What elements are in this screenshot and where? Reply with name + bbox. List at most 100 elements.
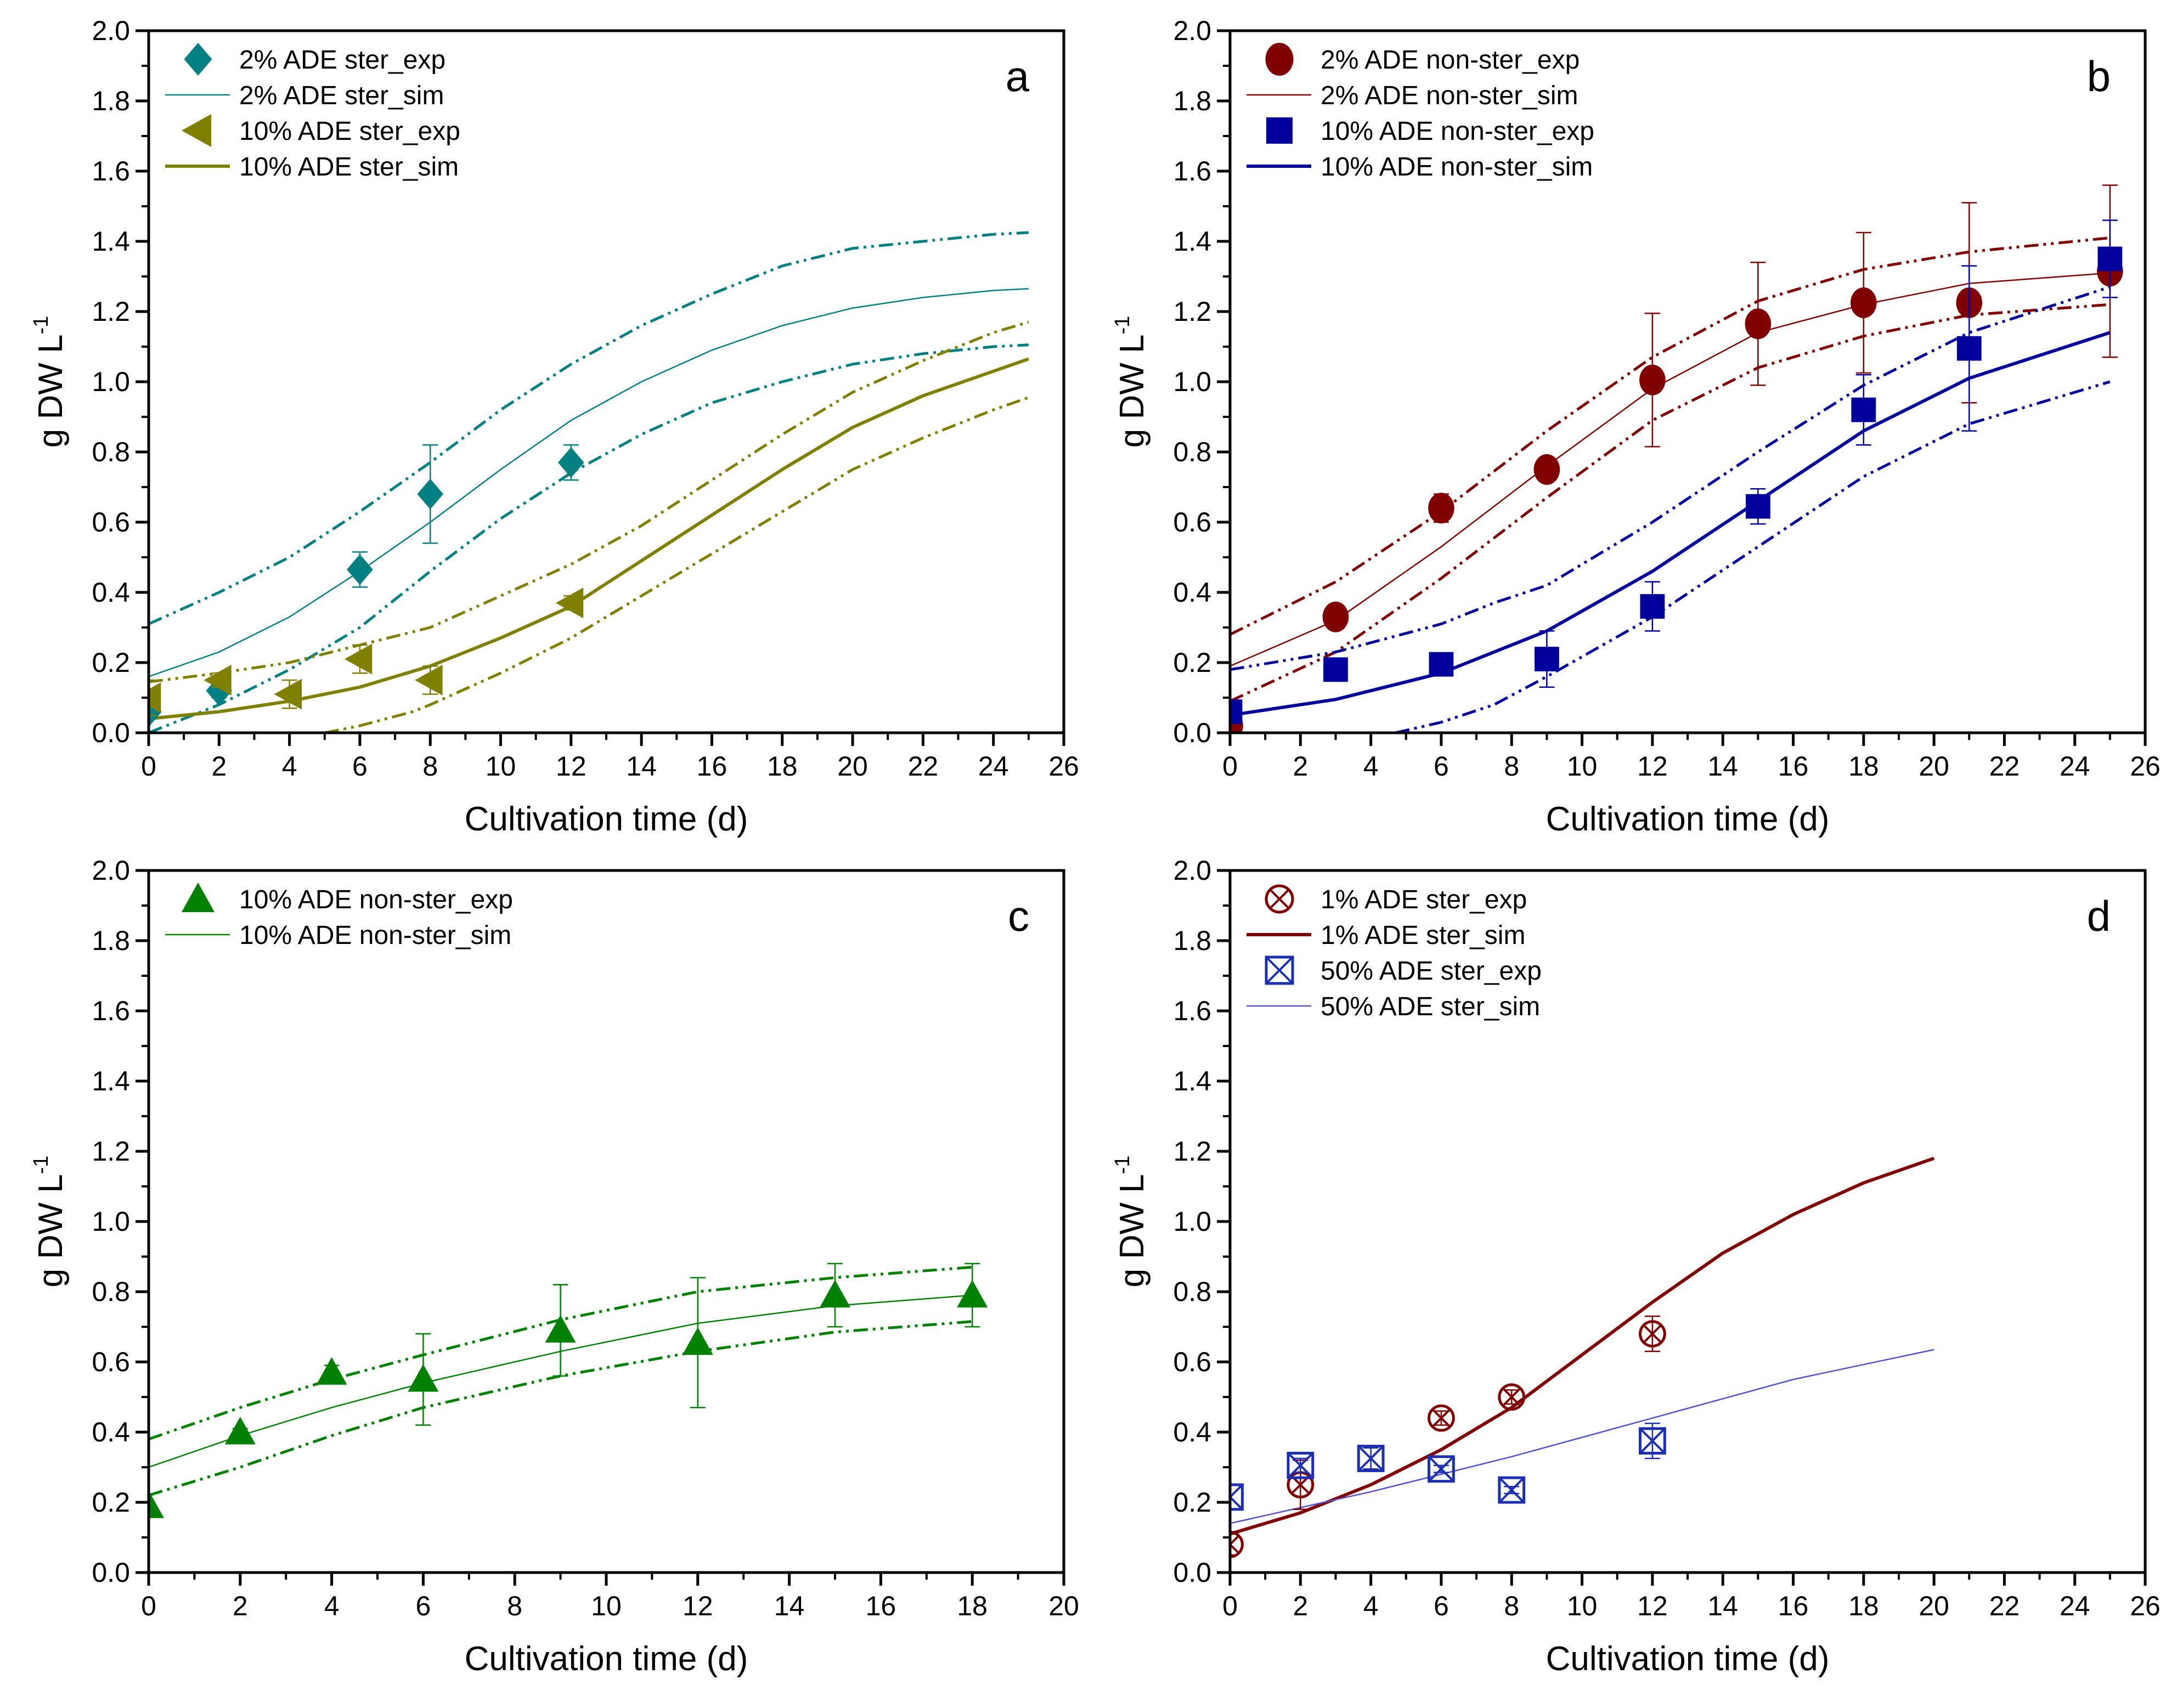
cross-stroke	[1230, 1542, 1240, 1554]
square-outline	[1357, 1445, 1385, 1472]
x-tick-label: 16	[866, 1591, 896, 1621]
x-tick-label: 0	[141, 1591, 156, 1621]
y-axis-title: g DW L-1	[30, 1156, 70, 1288]
square-marker	[1534, 647, 1559, 671]
cross-stroke	[1428, 1456, 1454, 1483]
legend-label: 2% ADE non-ster_exp	[1321, 46, 1580, 75]
x-tick-label: 12	[556, 751, 586, 782]
circle-marker	[1745, 308, 1772, 340]
x-tick-label: 20	[1919, 751, 1949, 782]
experimental-series	[1230, 184, 2123, 733]
y-tick-label: 1.8	[1173, 86, 1211, 116]
square-marker	[1266, 117, 1293, 144]
x-tick-label: 6	[352, 751, 368, 782]
triangle-left-marker	[149, 682, 161, 713]
plot-frame	[147, 869, 1065, 1574]
legend: 2% ADE non-ster_exp 2% ADE non-ster_sim 10…	[1247, 43, 1594, 182]
y-tick-label: 1.4	[92, 226, 130, 257]
square-x-marker	[1428, 1455, 1455, 1483]
x-tick-label: 4	[1363, 1591, 1379, 1621]
x-tick-label: 18	[767, 751, 798, 782]
confidence-band-line	[149, 1265, 973, 1441]
square-outline	[1428, 1455, 1455, 1483]
square-marker	[1323, 657, 1348, 682]
x-tick-label: 24	[978, 751, 1009, 782]
cross-stroke	[1230, 1495, 1243, 1511]
x-tick-label: 26	[1048, 751, 1079, 782]
confidence-band-line	[149, 231, 1029, 625]
diamond-marker	[558, 447, 584, 478]
cross-stroke	[1431, 1409, 1451, 1428]
panel-letter: b	[2087, 52, 2111, 100]
square-marker	[1230, 699, 1243, 724]
y-tick-label: 0.0	[92, 717, 130, 748]
diamond-marker	[417, 478, 444, 510]
square-marker	[1956, 336, 1982, 361]
y-axis-title-superscript: -1	[1111, 1156, 1134, 1174]
triangle-left-marker	[415, 665, 443, 695]
panel-letter: d	[2087, 892, 2111, 940]
x-tick-label: 8	[1504, 751, 1519, 782]
triangle-up-marker	[957, 1280, 988, 1308]
legend-label: 1% ADE ster_exp	[1321, 885, 1527, 914]
circle-x-marker	[1498, 1383, 1526, 1411]
y-axis-title-main: g DW L	[32, 335, 70, 448]
x-tick-label: 16	[1778, 1591, 1809, 1621]
y-tick-label: 0.2	[92, 1487, 130, 1518]
square-x-marker	[1265, 955, 1294, 985]
square-x-marker	[1287, 1451, 1315, 1479]
x-tick-label: 18	[957, 1591, 988, 1621]
plot-area	[149, 231, 1029, 733]
cross-stroke	[1643, 1324, 1662, 1343]
legend-label: 10% ADE non-ster_sim	[239, 921, 511, 950]
y-axis-title-main: g DW L	[1113, 335, 1151, 448]
y-tick-label: 1.0	[92, 1206, 130, 1237]
x-axis-title: Cultivation time (d)	[465, 1640, 748, 1678]
simulation-line	[1230, 1156, 1935, 1536]
legend-label: 1% ADE ster_sim	[1321, 921, 1525, 950]
square-marker	[2097, 246, 2123, 272]
x-tick-label: 12	[1637, 1591, 1668, 1621]
legend-label: 10% ADE non-ster_exp	[239, 885, 513, 914]
x-tick-label: 2	[233, 1591, 248, 1621]
y-tick-label: 1.4	[1173, 1066, 1211, 1096]
y-tick-label: 1.0	[1173, 366, 1211, 397]
legend: 1% ADE ster_exp 1% ADE ster_sim 50% ADE st…	[1247, 884, 1542, 1021]
x-tick-label: 0	[1222, 1591, 1238, 1621]
square-outline	[1287, 1451, 1315, 1479]
y-tick-label: 0.0	[1173, 717, 1211, 748]
simulation-line	[1230, 1349, 1935, 1524]
y-tick-label: 0.8	[1173, 1276, 1211, 1307]
cross-stroke	[1287, 1452, 1314, 1479]
x-tick-label: 20	[1048, 1591, 1079, 1621]
confidence-band-line	[149, 320, 1029, 683]
simulation-line	[149, 1294, 973, 1468]
y-tick-label: 1.0	[92, 366, 130, 397]
x-tick-label: 16	[1778, 751, 1809, 782]
experimental-series	[149, 444, 584, 727]
x-tick-label: 10	[591, 1591, 622, 1621]
y-tick-label: 1.6	[1173, 156, 1211, 186]
triangle-up-marker	[545, 1315, 576, 1343]
y-tick-label: 1.0	[1173, 1206, 1211, 1237]
circle-outline	[1265, 884, 1294, 914]
square-outline	[1638, 1427, 1666, 1455]
circle-marker	[1428, 493, 1454, 524]
y-tick-label: 0.6	[92, 507, 130, 538]
square-x-marker	[1498, 1476, 1526, 1504]
square-marker	[1429, 652, 1454, 677]
diamond-marker	[347, 554, 373, 585]
triangle-up-marker	[149, 1490, 164, 1518]
panel-letter: a	[1006, 52, 1030, 100]
cross-stroke	[1230, 1484, 1243, 1499]
y-tick-label: 0.6	[1173, 507, 1211, 538]
y-tick-label: 0.6	[92, 1347, 130, 1377]
y-tick-label: 0.6	[1173, 1347, 1211, 1377]
x-tick-label: 6	[415, 1591, 431, 1621]
x-tick-label: 22	[908, 751, 939, 782]
diamond-marker	[184, 43, 212, 76]
circle-marker	[1533, 454, 1560, 485]
x-axis: 0 2 4 6 8 10 12 14 16 18 20 Cultivation time (d)	[141, 1573, 1079, 1678]
